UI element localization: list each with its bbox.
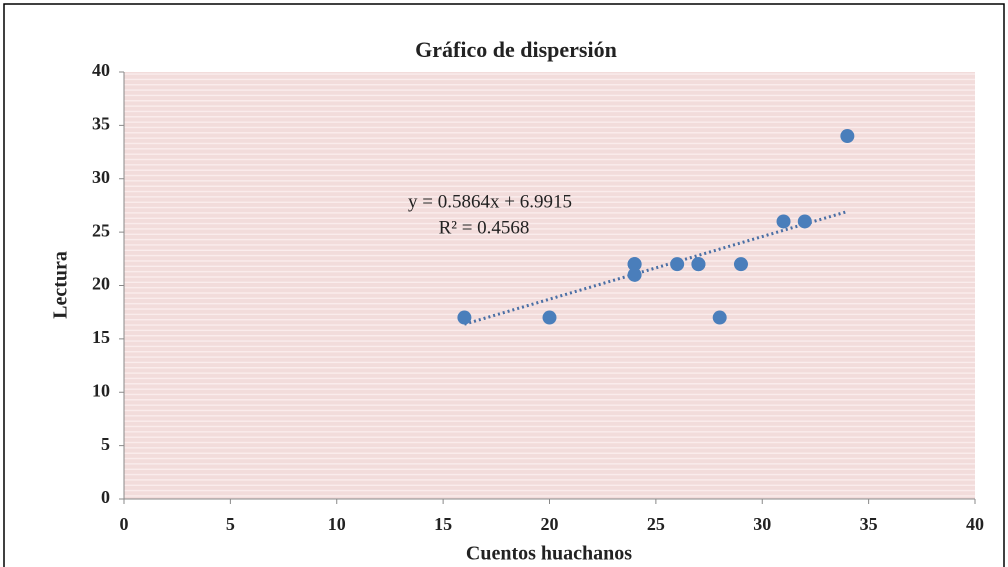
x-tick-label: 0	[120, 514, 129, 534]
y-tick-label: 0	[101, 487, 110, 507]
x-tick-label: 35	[860, 514, 878, 534]
point	[542, 310, 557, 325]
point	[457, 310, 472, 325]
x-tick-label: 15	[434, 514, 452, 534]
x-tick-label: 40	[966, 514, 984, 534]
y-axis-label: Lectura	[50, 251, 72, 319]
plot-area	[124, 72, 975, 499]
chart-title: Gráfico de dispersión	[415, 37, 617, 62]
y-tick-label: 30	[92, 167, 110, 187]
point	[670, 257, 685, 272]
point	[797, 214, 812, 229]
y-tick-label: 25	[92, 220, 110, 240]
y-tick-label: 10	[92, 380, 110, 400]
x-axis-label: Cuentos huachanos	[466, 543, 632, 565]
y-tick-label: 35	[92, 114, 110, 134]
x-tick-label: 30	[753, 514, 771, 534]
x-tick-label: 20	[541, 514, 559, 534]
y-tick-label: 5	[101, 434, 110, 454]
point	[627, 257, 642, 272]
y-tick-label: 40	[92, 60, 110, 80]
point	[733, 257, 748, 272]
x-tick-label: 10	[328, 514, 346, 534]
x-tick-label: 25	[647, 514, 665, 534]
y-tick-label: 20	[92, 274, 110, 294]
trend-equation: y = 0.5864x + 6.9915	[408, 191, 572, 212]
y-tick-label: 15	[92, 327, 110, 347]
point	[712, 310, 727, 325]
point	[840, 129, 855, 144]
trend-r2: R² = 0.4568	[439, 217, 530, 238]
point	[776, 214, 791, 229]
trendline	[463, 210, 848, 326]
x-tick-label: 5	[226, 514, 235, 534]
point	[627, 267, 642, 282]
point	[691, 257, 706, 272]
